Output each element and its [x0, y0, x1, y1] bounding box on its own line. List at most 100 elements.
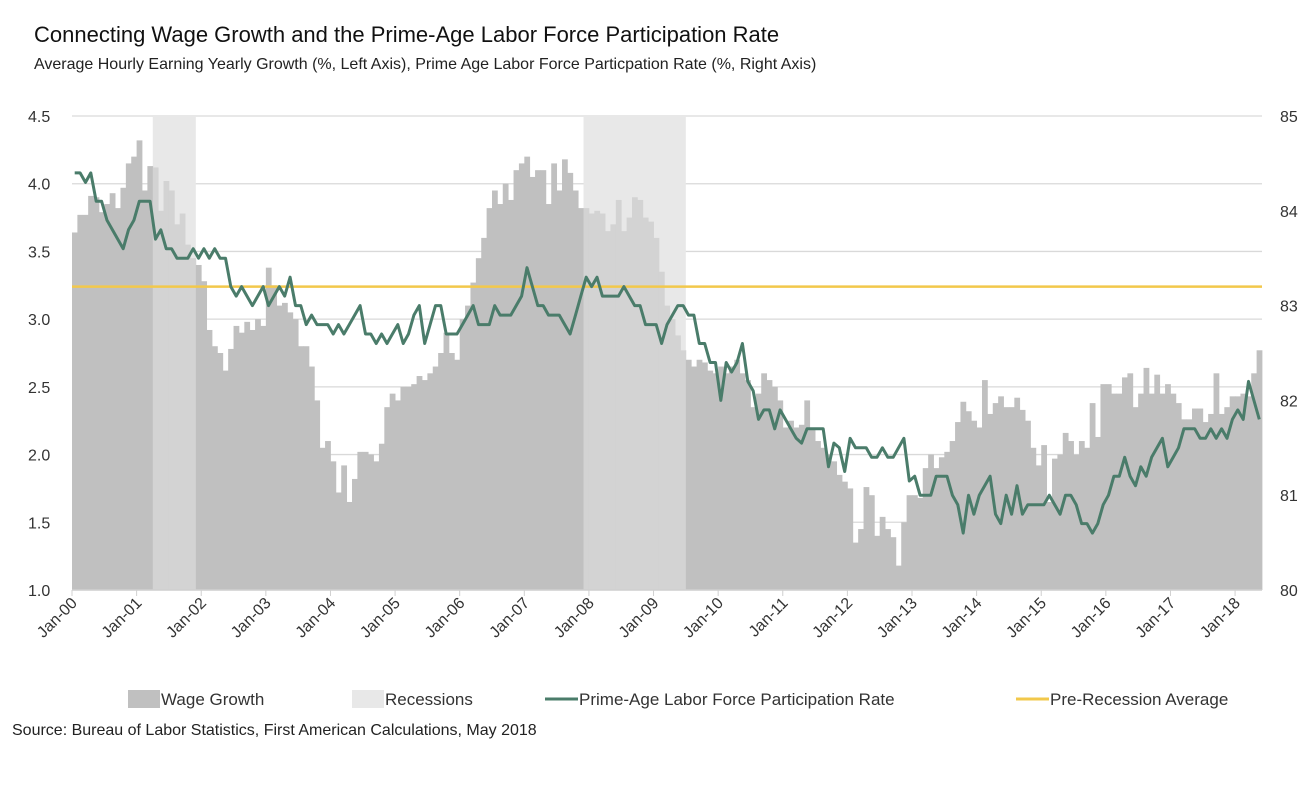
wage-bar [562, 159, 568, 590]
wage-bar [443, 332, 450, 590]
wage-bar [314, 400, 321, 590]
wage-bar [847, 488, 854, 590]
wage-bar [448, 353, 455, 590]
wage-bar [400, 386, 407, 590]
wage-bar [282, 302, 288, 590]
x-axis-tick: Jan-07 [487, 595, 534, 642]
wage-bar [1138, 393, 1144, 590]
left-axis-tick: 4.5 [28, 109, 50, 126]
wage-bar [976, 427, 983, 590]
right-axis-tick: 83 [1280, 299, 1298, 316]
wage-bar [459, 319, 466, 590]
wage-bar [1148, 393, 1155, 590]
legend-label: Recessions [385, 690, 473, 709]
wage-bar [551, 163, 558, 590]
wage-bar [292, 319, 299, 590]
wage-bar [1192, 408, 1198, 590]
wage-bar [680, 350, 687, 590]
wage-bar [1078, 441, 1085, 590]
wage-bar [335, 492, 342, 590]
wage-bar [422, 380, 428, 590]
wage-bar [131, 156, 138, 590]
left-axis-tick: 3.5 [28, 244, 50, 261]
wage-bar [168, 190, 175, 590]
wage-bar [341, 465, 348, 590]
x-axis-tick: Jan-18 [1197, 595, 1244, 642]
wage-bar [734, 359, 741, 590]
wage-bar [535, 170, 541, 590]
x-axis-tick: Jan-11 [746, 595, 792, 641]
wage-bar [1089, 403, 1096, 590]
lfpr-line [74, 171, 1261, 535]
wage-bar [971, 420, 978, 590]
wage-bar [588, 213, 595, 590]
wage-bar [933, 468, 940, 590]
legend-label: Pre-Recession Average [1050, 690, 1228, 709]
wage-bar [836, 474, 843, 590]
wage-bar [93, 197, 100, 590]
wage-bar [675, 335, 681, 590]
wage-bar [653, 237, 660, 590]
wage-bar [1186, 419, 1193, 590]
wage-bar [1111, 393, 1118, 590]
wage-bar [470, 282, 477, 590]
wage-bar [1251, 373, 1258, 590]
wage-bar [1245, 396, 1252, 590]
chart-subtitle: Average Hourly Earning Yearly Growth (%,… [34, 56, 817, 73]
wage-bar [276, 305, 283, 590]
x-axis-tick: Jan-01 [99, 595, 146, 642]
wage-bar [745, 380, 751, 590]
wage-bar [1127, 373, 1134, 590]
wage-bar [1062, 432, 1069, 590]
wage-bar [330, 461, 337, 590]
wage-bar [1224, 407, 1231, 590]
wage-bar [1095, 436, 1101, 590]
legend-swatch-recessions [352, 690, 384, 708]
wage-bar [357, 451, 364, 590]
wage-bar [147, 166, 154, 590]
wage-bar [104, 204, 111, 590]
wage-bar [1218, 413, 1225, 590]
x-axis-tick: Jan-03 [228, 595, 275, 642]
wage-bar [190, 258, 197, 590]
x-axis-tick: Jan-14 [939, 595, 986, 642]
wage-bar [545, 204, 552, 590]
wage-bar [702, 362, 708, 590]
wage-bar [1197, 408, 1204, 590]
wage-bar [1143, 367, 1150, 590]
wage-bar [615, 199, 622, 591]
wage-bar [115, 208, 121, 590]
wage-bar [508, 199, 514, 591]
wage-bar [632, 197, 638, 590]
wage-bar [1019, 409, 1026, 590]
wage-bar [368, 454, 374, 590]
wage-bar [852, 542, 859, 590]
wage-bar [432, 366, 439, 590]
wage-bar [486, 208, 493, 590]
wage-bar [772, 386, 778, 590]
wage-bar [842, 481, 848, 590]
wage-bar [755, 393, 762, 590]
wage-bar [879, 516, 886, 590]
wage-bar [1175, 403, 1182, 590]
wage-bar [648, 221, 654, 591]
wage-bar [820, 447, 827, 590]
wage-bar [922, 468, 929, 590]
wage-bar [287, 312, 294, 590]
wage-bar [858, 529, 864, 590]
wage-bar [319, 447, 326, 590]
wage-bar [1229, 396, 1236, 590]
wage-bar [352, 478, 358, 590]
left-axis-tick: 2.0 [28, 448, 50, 465]
wage-bar [481, 237, 488, 590]
wage-bar [1030, 447, 1037, 590]
x-axis-tick: Jan-16 [1068, 595, 1115, 642]
wage-bar [384, 407, 391, 590]
wage-bar [98, 212, 105, 590]
wage-bar [831, 461, 838, 590]
wage-bar [1181, 419, 1188, 590]
wage-bar [1035, 465, 1042, 590]
wage-bar [142, 190, 148, 590]
wage-bar [255, 319, 261, 590]
